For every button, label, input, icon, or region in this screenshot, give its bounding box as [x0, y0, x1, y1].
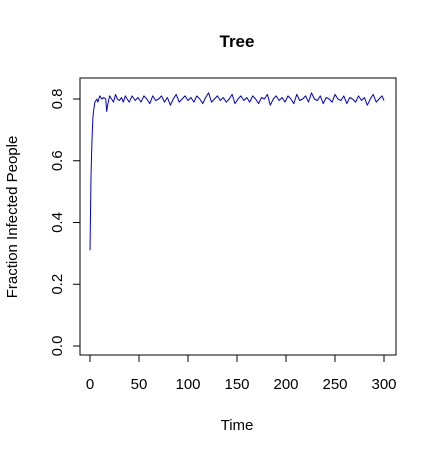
x-tick-label: 150 [224, 376, 249, 393]
series-line [90, 93, 384, 251]
y-tick-label: 0.8 [49, 89, 66, 110]
plot-frame [80, 78, 396, 355]
x-tick-label: 50 [131, 376, 148, 393]
y-axis: 0.0 0.2 0.4 0.6 0.8 [49, 89, 80, 357]
chart-title: Tree [220, 32, 255, 51]
x-tick-label: 200 [273, 376, 298, 393]
y-tick-label: 0.0 [49, 336, 66, 357]
y-tick-label: 0.2 [49, 274, 66, 295]
x-axis-label: Time [221, 417, 254, 434]
x-tick-label: 100 [175, 376, 200, 393]
x-axis: 0 50 100 150 200 250 300 [86, 355, 397, 393]
y-tick-label: 0.4 [49, 212, 66, 233]
y-tick-label: 0.6 [49, 150, 66, 171]
x-tick-label: 0 [86, 376, 94, 393]
x-tick-label: 250 [322, 376, 347, 393]
x-tick-label: 300 [371, 376, 396, 393]
series-group [90, 93, 384, 251]
y-axis-label: Fraction Infected People [4, 136, 21, 299]
